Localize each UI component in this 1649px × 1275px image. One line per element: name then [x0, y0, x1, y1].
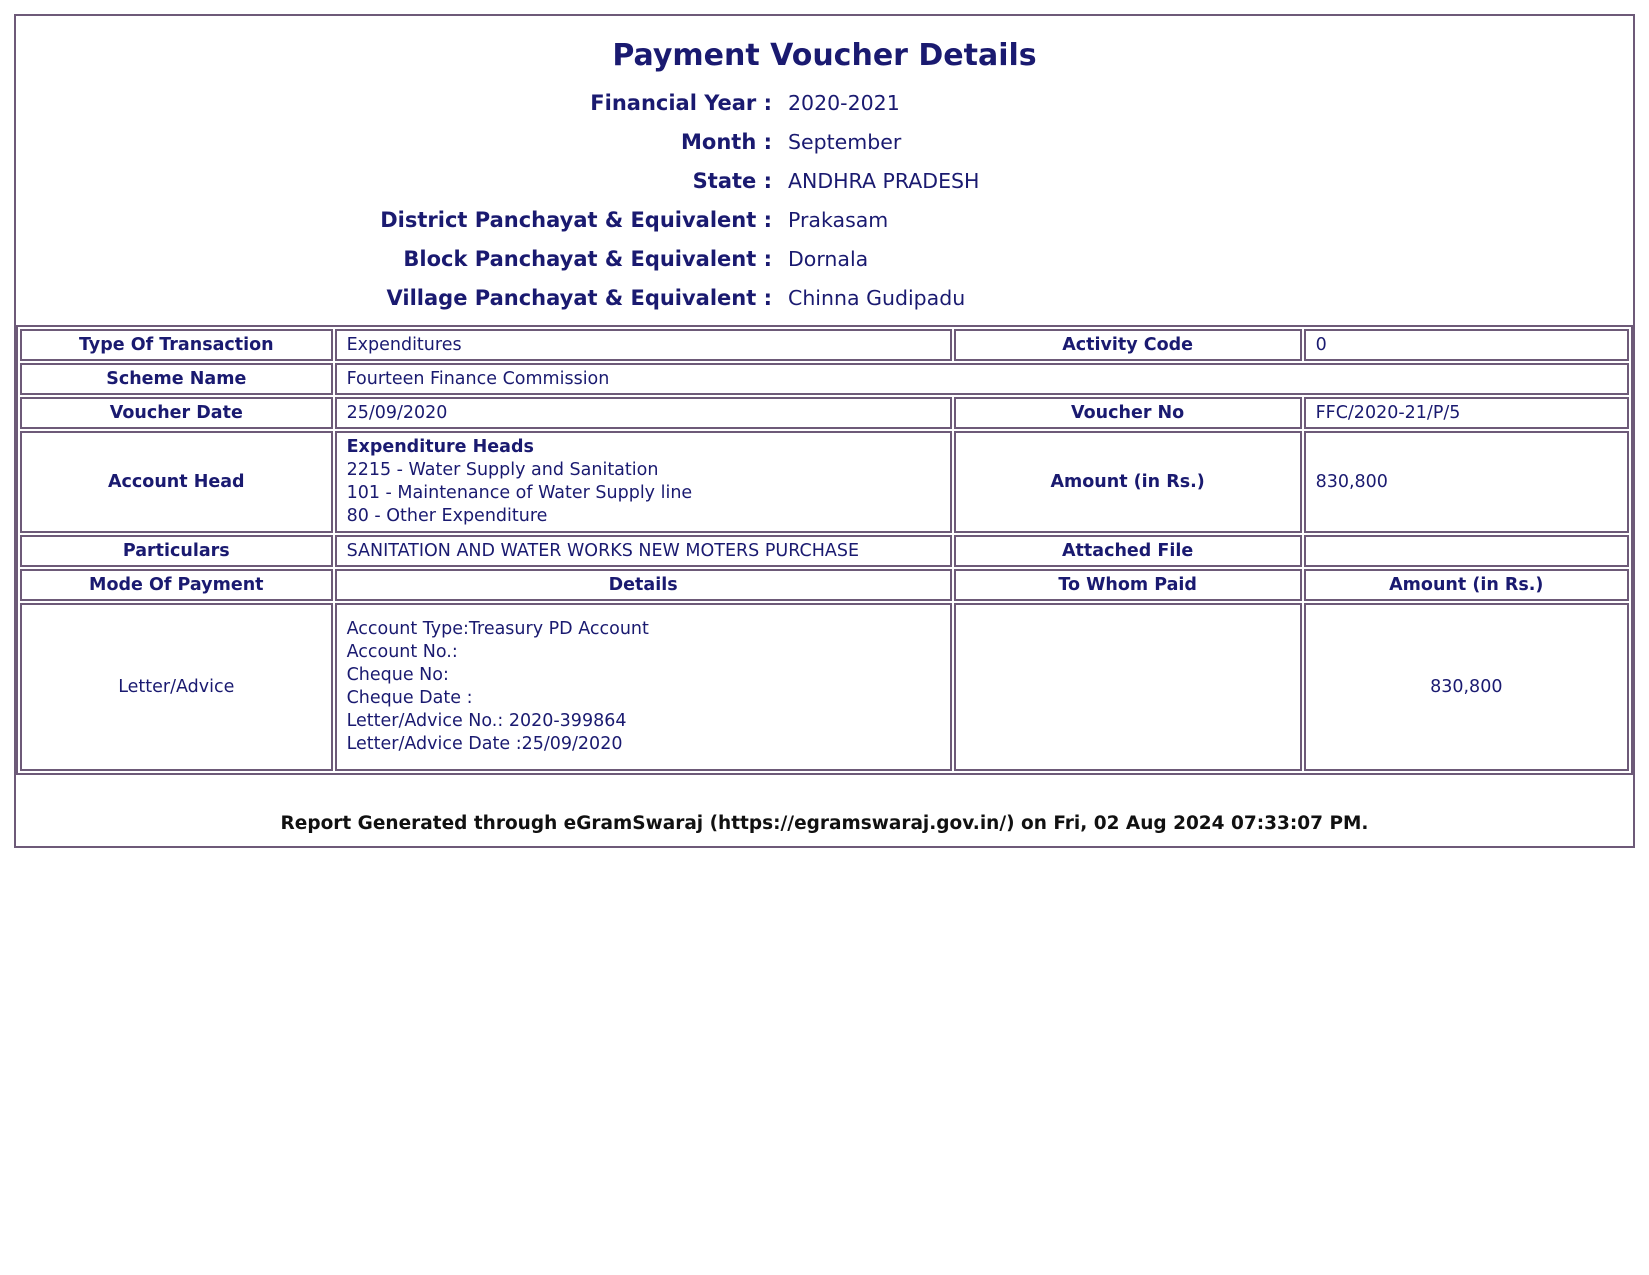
voucher-date-value: 25/09/2020 — [334, 397, 952, 429]
field-label: Block Panchayat & Equivalent : — [403, 247, 772, 271]
field-value: Prakasam — [788, 208, 889, 232]
row-type-of-transaction: Type Of Transaction Expenditures Activit… — [20, 329, 1629, 361]
activity-code-label: Activity Code — [953, 329, 1302, 361]
payment-details-block: Account Type:Treasury PD Account Account… — [334, 603, 952, 771]
to-whom-paid-header: To Whom Paid — [953, 569, 1302, 601]
payment-detail-line: Cheque No: — [346, 665, 449, 685]
to-whom-paid-value — [953, 603, 1302, 771]
attached-file-label: Attached File — [953, 535, 1302, 567]
type-of-transaction-value: Expenditures — [334, 329, 952, 361]
expenditure-head-line: 80 - Other Expenditure — [346, 506, 548, 526]
field-label: Village Panchayat & Equivalent : — [386, 286, 772, 310]
field-value: ANDHRA PRADESH — [788, 169, 980, 193]
mode-of-payment-header: Mode Of Payment — [20, 569, 333, 601]
field-value: Dornala — [788, 247, 869, 271]
particulars-label: Particulars — [20, 535, 333, 567]
row-scheme-name: Scheme Name Fourteen Finance Commission — [20, 363, 1629, 395]
field-state: State : ANDHRA PRADESH — [16, 169, 1633, 193]
expenditure-head-line: 101 - Maintenance of Water Supply line — [346, 483, 693, 503]
row-account-head: Account Head Expenditure Heads 2215 - Wa… — [20, 431, 1629, 533]
attached-file-value — [1303, 535, 1629, 567]
field-financial-year: Financial Year : 2020-2021 — [16, 91, 1633, 115]
amount-header: Amount (in Rs.) — [1303, 569, 1629, 601]
row-particulars: Particulars SANITATION AND WATER WORKS N… — [20, 535, 1629, 567]
payment-detail-line: Account Type:Treasury PD Account — [346, 619, 649, 639]
details-header: Details — [334, 569, 952, 601]
field-label: Financial Year : — [590, 91, 772, 115]
amount-label: Amount (in Rs.) — [953, 431, 1302, 533]
voucher-report-container: Payment Voucher Details Financial Year :… — [14, 14, 1635, 848]
activity-code-value: 0 — [1303, 329, 1629, 361]
payment-detail-line: Account No.: — [346, 642, 458, 662]
mode-of-payment-value: Letter/Advice — [20, 603, 333, 771]
field-label: District Panchayat & Equivalent : — [380, 208, 772, 232]
scheme-name-label: Scheme Name — [20, 363, 333, 395]
voucher-no-label: Voucher No — [953, 397, 1302, 429]
scheme-name-value: Fourteen Finance Commission — [334, 363, 1629, 395]
row-payment-headers: Mode Of Payment Details To Whom Paid Amo… — [20, 569, 1629, 601]
report-generated-note: Report Generated through eGramSwaraj (ht… — [280, 813, 1369, 834]
particulars-value: SANITATION AND WATER WORKS NEW MOTERS PU… — [334, 535, 952, 567]
amount-value: 830,800 — [1303, 431, 1629, 533]
field-district-panchayat: District Panchayat & Equivalent : Prakas… — [16, 208, 1633, 232]
field-value: Chinna Gudipadu — [788, 286, 966, 310]
voucher-date-label: Voucher Date — [20, 397, 333, 429]
field-block-panchayat: Block Panchayat & Equivalent : Dornala — [16, 247, 1633, 271]
field-month: Month : September — [16, 130, 1633, 154]
field-label: State : — [692, 169, 772, 193]
expenditure-head-line: 2215 - Water Supply and Sanitation — [346, 460, 659, 480]
field-village-panchayat: Village Panchayat & Equivalent : Chinna … — [16, 286, 1633, 310]
payment-detail-line: Cheque Date : — [346, 688, 473, 708]
voucher-no-value: FFC/2020-21/P/5 — [1303, 397, 1629, 429]
payment-detail-line: Letter/Advice Date :25/09/2020 — [346, 734, 623, 754]
account-head-label: Account Head — [20, 431, 333, 533]
voucher-table: Type Of Transaction Expenditures Activit… — [16, 325, 1633, 775]
field-value: 2020-2021 — [788, 91, 900, 115]
voucher-header-fields: Financial Year : 2020-2021 Month : Septe… — [16, 91, 1633, 310]
paid-amount-value: 830,800 — [1303, 603, 1629, 771]
row-letter-advice: Letter/Advice Account Type:Treasury PD A… — [20, 603, 1629, 771]
field-label: Month : — [681, 130, 772, 154]
expenditure-heads-title: Expenditure Heads — [346, 437, 534, 457]
field-value: September — [788, 130, 902, 154]
payment-detail-line: Letter/Advice No.: 2020-399864 — [346, 711, 627, 731]
expenditure-heads-block: Expenditure Heads 2215 - Water Supply an… — [334, 431, 952, 533]
type-of-transaction-label: Type Of Transaction — [20, 329, 333, 361]
row-voucher-date: Voucher Date 25/09/2020 Voucher No FFC/2… — [20, 397, 1629, 429]
page-title: Payment Voucher Details — [612, 38, 1037, 73]
